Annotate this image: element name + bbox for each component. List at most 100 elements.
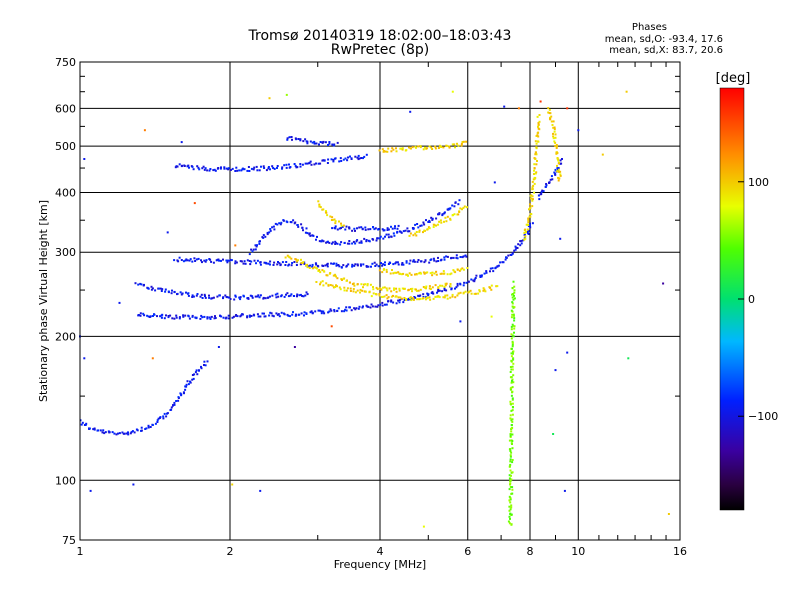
echo-point: [276, 263, 279, 266]
echo-point: [549, 117, 552, 120]
echo-point: [533, 176, 536, 179]
echo-point: [449, 285, 452, 288]
echo-point: [533, 167, 536, 170]
echo-point: [452, 269, 455, 272]
echo-point: [263, 312, 265, 315]
echo-point: [249, 263, 252, 266]
echo-point: [414, 232, 417, 235]
echo-point: [511, 368, 514, 371]
echo-point: [414, 223, 417, 226]
echo-point: [510, 333, 513, 336]
echo-point: [503, 105, 506, 108]
echo-point: [319, 141, 322, 143]
echo-point: [104, 431, 107, 434]
echo-point: [354, 308, 357, 311]
echo-point: [512, 357, 515, 360]
echo-point: [301, 295, 304, 297]
echo-point: [241, 168, 244, 171]
echo-point: [299, 165, 302, 168]
echo-point: [408, 297, 410, 300]
echo-point: [423, 223, 426, 226]
echo-point: [392, 263, 395, 266]
echo-point: [400, 297, 403, 300]
echo-point: [437, 290, 440, 293]
echo-point: [413, 260, 416, 263]
echo-point: [509, 517, 511, 520]
echo-point: [556, 170, 559, 173]
echo-point: [493, 181, 496, 184]
colorbar-label: [deg]: [716, 71, 751, 86]
echo-point: [334, 227, 337, 230]
echo-point: [383, 150, 385, 152]
echo-point: [111, 431, 114, 434]
echo-point: [407, 288, 410, 291]
echo-point: [243, 295, 245, 298]
echo-point: [412, 227, 415, 230]
echo-point: [428, 145, 431, 148]
echo-point: [159, 287, 162, 290]
echo-point: [453, 213, 456, 216]
echo-point: [419, 224, 422, 227]
echo-point: [157, 417, 160, 420]
echo-point: [365, 240, 368, 243]
y-tick-label: 400: [55, 186, 76, 199]
echo-point: [310, 163, 313, 166]
echo-point: [258, 242, 261, 245]
echo-point: [511, 471, 514, 474]
echo-point: [554, 133, 557, 136]
echo-point: [427, 293, 430, 296]
echo-point: [359, 288, 362, 291]
echo-point: [346, 242, 349, 245]
echo-point: [351, 242, 354, 245]
echo-point: [169, 314, 172, 317]
echo-point: [419, 145, 422, 147]
echo-point: [376, 237, 379, 240]
echo-point: [437, 260, 440, 262]
echo-point: [400, 263, 403, 266]
echo-point: [297, 259, 299, 262]
echo-point: [566, 351, 569, 354]
echo-point: [355, 307, 358, 310]
echo-point: [354, 263, 357, 266]
echo-point: [229, 298, 232, 300]
echo-point: [375, 239, 378, 242]
echo-point: [410, 273, 413, 276]
echo-point: [315, 142, 318, 145]
echo-point: [446, 297, 449, 300]
echo-point: [293, 346, 296, 348]
echo-point: [401, 148, 404, 151]
echo-point: [358, 226, 361, 229]
echo-point: [269, 260, 272, 263]
echo-point: [516, 247, 519, 249]
echo-point: [252, 248, 255, 251]
echo-point: [273, 261, 276, 264]
echo-point: [302, 261, 305, 264]
echo-point: [369, 283, 372, 286]
echo-point: [510, 347, 513, 350]
echo-point: [509, 433, 512, 436]
echo-point: [220, 259, 222, 262]
echo-point: [510, 474, 512, 477]
echo-point: [485, 270, 488, 273]
echo-point: [278, 262, 281, 265]
echo-point: [345, 225, 348, 228]
echo-point: [339, 157, 342, 160]
echo-point: [538, 120, 541, 123]
echo-point: [431, 291, 434, 294]
echo-point: [249, 294, 252, 297]
echo-point: [293, 295, 296, 297]
echo-point: [359, 263, 362, 266]
echo-point: [314, 262, 317, 265]
echo-point: [423, 229, 426, 232]
echo-point: [383, 268, 385, 271]
echo-point: [366, 284, 369, 287]
echo-point: [387, 263, 390, 265]
echo-point: [285, 261, 288, 263]
echo-point: [438, 213, 441, 216]
echo-point: [511, 305, 514, 308]
echo-point: [157, 287, 160, 290]
echo-point: [431, 271, 434, 274]
echo-point: [510, 359, 513, 362]
echo-point: [422, 297, 425, 299]
echo-point: [269, 229, 272, 232]
